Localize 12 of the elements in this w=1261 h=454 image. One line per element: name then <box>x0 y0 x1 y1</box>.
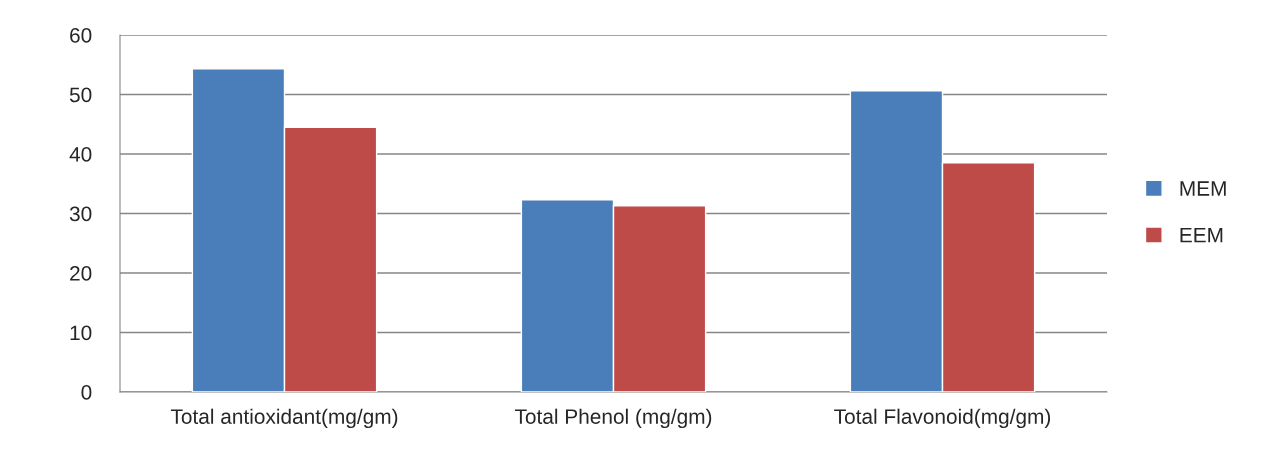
y-tick-label: 50 <box>69 87 92 103</box>
y-tick-label: 10 <box>70 325 92 341</box>
x-tick-label: Total antioxidant(mg/gm) <box>170 408 398 429</box>
x-tick-label: Total Flavonoid(mg/gm) <box>834 408 1051 429</box>
legend-label: EEM <box>1180 227 1223 243</box>
legend-label: MEM <box>1180 181 1226 196</box>
y-tick-label: 40 <box>69 147 92 162</box>
y-tick-label: 0 <box>81 385 92 400</box>
y-tick-label: 30 <box>69 206 92 222</box>
y-tick-label: 60 <box>70 28 92 43</box>
y-tick-label: 20 <box>70 266 92 281</box>
x-tick-label: Total Phenol (mg/gm) <box>514 408 712 429</box>
